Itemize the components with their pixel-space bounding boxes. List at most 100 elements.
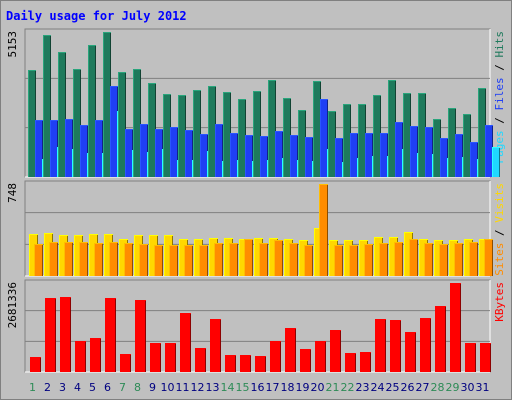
bar-files-day-7 [125, 129, 133, 177]
bar-kbytes-day-3 [60, 297, 71, 372]
bar-files-day-19 [305, 137, 313, 177]
bar-visits-day-20 [314, 228, 323, 276]
day-label-22: 22 [341, 381, 355, 394]
bar-files-day-27 [425, 127, 433, 177]
bar-visits-day-25 [389, 237, 398, 276]
bar-files-day-26 [410, 126, 418, 177]
bar-visits-day-17 [269, 238, 278, 276]
bar-hits-day-12 [193, 90, 201, 177]
ymax-label-kbytes: 2681336 [6, 282, 19, 328]
bar-files-day-13 [215, 124, 223, 177]
bar-hits-day-4 [73, 69, 81, 177]
bar-hits-day-28 [433, 119, 441, 177]
bar-sites-day-4 [79, 242, 88, 276]
legend-item-hits: Hits [493, 31, 506, 58]
legend-hits-files-pages: Pages / Files / Hits [493, 31, 506, 164]
bar-visits-day-16 [254, 238, 263, 276]
legend-item-sites: Sites [493, 243, 506, 276]
bar-kbytes-day-12 [195, 348, 206, 372]
bar-sites-day-24 [379, 243, 388, 276]
bar-kbytes-day-15 [240, 355, 251, 372]
bar-visits-day-18 [284, 239, 293, 276]
ymax-label-visits-sites: 748 [6, 183, 19, 203]
bar-hits-day-9 [148, 83, 156, 177]
bar-hits-day-23 [358, 104, 366, 177]
bar-files-day-31 [485, 125, 493, 177]
day-label-9: 9 [149, 381, 156, 394]
bar-files-day-1 [35, 120, 43, 177]
bar-kbytes-day-11 [180, 313, 191, 372]
bar-sites-day-22 [349, 245, 358, 276]
bar-visits-day-8 [134, 235, 143, 276]
bar-files-day-6 [110, 86, 118, 177]
bar-kbytes-day-18 [285, 328, 296, 372]
bar-files-day-17 [275, 131, 283, 177]
day-label-15: 15 [236, 381, 250, 394]
bar-hits-day-8 [133, 69, 141, 177]
bar-sites-day-31 [484, 239, 493, 276]
bar-kbytes-day-21 [330, 330, 341, 372]
bar-kbytes-day-7 [120, 354, 131, 372]
day-label-31: 31 [476, 381, 490, 394]
bar-kbytes-day-26 [405, 332, 416, 372]
bar-sites-day-27 [424, 243, 433, 276]
bar-sites-day-8 [139, 244, 148, 276]
day-label-6: 6 [104, 381, 111, 394]
bar-files-day-3 [65, 119, 73, 177]
day-label-13: 13 [206, 381, 220, 394]
bar-hits-day-18 [283, 98, 291, 177]
bar-files-day-30 [470, 142, 478, 177]
day-label-7: 7 [119, 381, 126, 394]
day-label-1: 1 [29, 381, 36, 394]
bar-sites-day-16 [259, 243, 268, 276]
bar-hits-day-27 [418, 93, 426, 177]
bar-kbytes-day-9 [150, 343, 161, 372]
bar-files-day-12 [200, 134, 208, 177]
day-label-8: 8 [134, 381, 141, 394]
bar-sites-day-21 [334, 245, 343, 276]
bar-sites-day-18 [289, 243, 298, 276]
bar-kbytes-day-20 [315, 341, 326, 372]
bar-hits-day-5 [88, 45, 96, 177]
day-label-3: 3 [59, 381, 66, 394]
bar-sites-day-28 [439, 244, 448, 276]
bar-kbytes-day-8 [135, 300, 146, 372]
ymax-label-hits-files-pages: 5153 [6, 31, 19, 58]
legend-item-visits: Visits [493, 183, 506, 223]
day-label-12: 12 [191, 381, 205, 394]
bar-sites-day-20 [319, 184, 328, 276]
bar-kbytes-day-10 [165, 343, 176, 372]
bar-hits-day-30 [463, 114, 471, 177]
bar-hits-day-6 [103, 32, 111, 177]
bar-files-day-16 [260, 136, 268, 177]
bar-sites-day-5 [94, 243, 103, 276]
bar-visits-day-9 [149, 235, 158, 276]
day-label-25: 25 [386, 381, 400, 394]
chart-title: Daily usage for July 2012 [6, 9, 187, 23]
day-label-11: 11 [176, 381, 190, 394]
legend-item-kbytes: KBytes [493, 282, 506, 322]
day-label-4: 4 [74, 381, 81, 394]
bar-visits-day-11 [179, 239, 188, 276]
bar-sites-day-3 [64, 242, 73, 276]
bar-sites-day-12 [199, 245, 208, 276]
bar-files-day-21 [335, 138, 343, 177]
bar-hits-day-20 [313, 81, 321, 177]
bar-hits-day-26 [403, 93, 411, 177]
bar-kbytes-day-4 [75, 341, 86, 372]
bar-sites-day-15 [244, 239, 253, 276]
bar-hits-day-14 [223, 92, 231, 177]
bar-visits-day-28 [434, 240, 443, 276]
legend-kbytes: KBytes [493, 282, 506, 322]
day-label-5: 5 [89, 381, 96, 394]
legend-item-files: Files [493, 77, 506, 110]
bar-files-day-14 [230, 133, 238, 177]
bar-files-day-18 [290, 135, 298, 177]
bar-files-day-25 [395, 122, 403, 177]
day-label-17: 17 [266, 381, 280, 394]
bar-sites-day-9 [154, 245, 163, 276]
bar-files-day-4 [80, 125, 88, 177]
bar-hits-day-24 [373, 95, 381, 177]
bar-hits-day-19 [298, 110, 306, 177]
